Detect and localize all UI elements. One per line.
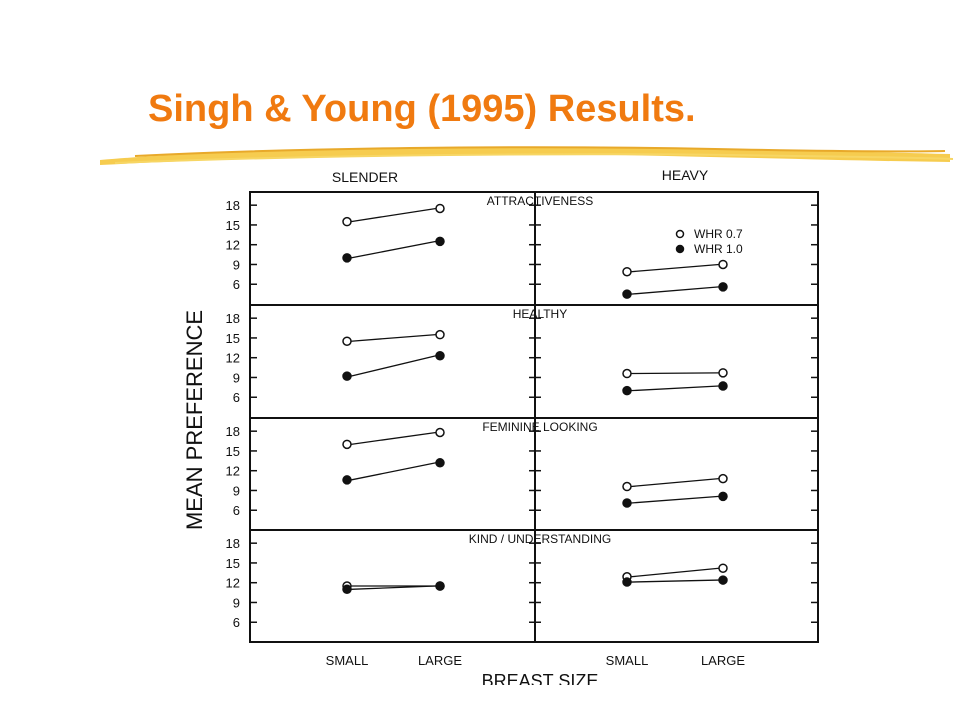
data-point-whr-1-0: [435, 236, 445, 247]
data-point-whr-0-7: [342, 439, 352, 450]
data-point-whr-1-0: [435, 458, 445, 468]
title-underline-brushstroke: [100, 146, 954, 165]
data-point-whr-1-0: [435, 581, 445, 591]
data-point-whr-0-7: [622, 481, 632, 492]
data-point-whr-1-0: [342, 475, 352, 485]
series-line: [630, 579, 720, 583]
x-tick-label: LARGE: [418, 653, 462, 668]
y-tick-label: 15: [226, 331, 240, 346]
series-line: [630, 495, 720, 504]
y-tick-label: 18: [226, 198, 240, 213]
y-tick-label: 15: [226, 218, 240, 233]
series-line: [350, 207, 437, 223]
column-header-slender: SLENDER: [332, 169, 398, 185]
series-line: [350, 333, 437, 342]
data-point-whr-1-0: [342, 371, 352, 381]
y-tick-label: 9: [233, 257, 240, 272]
y-tick-label: 18: [226, 424, 240, 439]
series-line: [630, 385, 720, 392]
data-point-whr-0-7: [622, 368, 632, 379]
data-point-whr-0-7: [435, 427, 445, 438]
data-point-whr-0-7: [718, 473, 728, 484]
data-point-whr-0-7: [435, 329, 445, 340]
data-point-whr-0-7: [718, 259, 728, 270]
data-point-whr-0-7: [622, 266, 632, 277]
data-point-whr-0-7: [435, 203, 445, 214]
data-point-whr-0-7: [718, 563, 728, 573]
y-tick-label: 6: [233, 615, 240, 630]
series-line: [630, 477, 720, 488]
y-tick-label: 18: [226, 536, 240, 551]
column-header-heavy: HEAVY: [662, 167, 709, 183]
series-line: [630, 567, 720, 578]
series-line: [630, 286, 720, 295]
series-line: [350, 462, 437, 481]
y-tick-label: 6: [233, 390, 240, 405]
y-tick-label: 9: [233, 483, 240, 498]
data-point-whr-0-7: [342, 216, 352, 227]
y-tick-label: 6: [233, 277, 240, 292]
y-tick-label: 12: [226, 464, 240, 479]
data-point-whr-0-7: [718, 368, 728, 378]
legend-marker: [675, 229, 685, 239]
data-point-whr-1-0: [718, 381, 728, 391]
legend-label: WHR 1.0: [694, 242, 743, 256]
data-point-whr-1-0: [718, 575, 728, 585]
data-point-whr-1-0: [342, 253, 352, 263]
y-tick-label: 12: [226, 238, 240, 253]
legend-marker: [675, 244, 685, 254]
panel-title: KIND / UNDERSTANDING: [469, 532, 611, 546]
series-line: [350, 585, 437, 590]
data-point-whr-1-0: [435, 350, 445, 361]
y-tick-label: 15: [226, 556, 240, 571]
data-point-whr-1-0: [622, 385, 632, 396]
y-tick-label: 9: [233, 595, 240, 610]
panel-title: HEALTHY: [513, 307, 567, 321]
data-point-whr-1-0: [342, 584, 352, 595]
data-point-whr-0-7: [342, 336, 352, 346]
legend-label: WHR 0.7: [694, 227, 743, 241]
results-figure: SLENDER HEAVY MEAN PREFERENCE SMALL LARGE SMA…: [182, 167, 819, 685]
x-tick-label: SMALL: [326, 653, 369, 668]
y-tick-label: 6: [233, 503, 240, 518]
y-tick-label: 12: [226, 576, 240, 591]
series-line: [350, 355, 437, 377]
panel-title: ATTRACTIVENESS: [487, 194, 593, 208]
data-point-whr-1-0: [622, 289, 632, 299]
x-axis-title: BREAST SIZE: [482, 671, 599, 685]
y-axis-title: MEAN PREFERENCE: [182, 310, 207, 530]
series-line: [630, 372, 720, 375]
data-point-whr-1-0: [718, 282, 728, 292]
y-tick-label: 12: [226, 351, 240, 366]
data-point-whr-1-0: [718, 491, 728, 502]
slide-title: Singh & Young (1995) Results.: [148, 88, 696, 130]
series-line: [350, 431, 437, 445]
x-tick-label: SMALL: [606, 653, 649, 668]
series-line: [350, 240, 437, 259]
panel-title: FEMININE LOOKING: [482, 420, 597, 434]
y-tick-label: 15: [226, 444, 240, 459]
y-tick-label: 9: [233, 370, 240, 385]
y-tick-label: 18: [226, 311, 240, 326]
data-point-whr-1-0: [622, 498, 632, 508]
x-tick-label: LARGE: [701, 653, 745, 668]
series-line: [630, 263, 720, 273]
data-point-whr-1-0: [622, 577, 632, 587]
